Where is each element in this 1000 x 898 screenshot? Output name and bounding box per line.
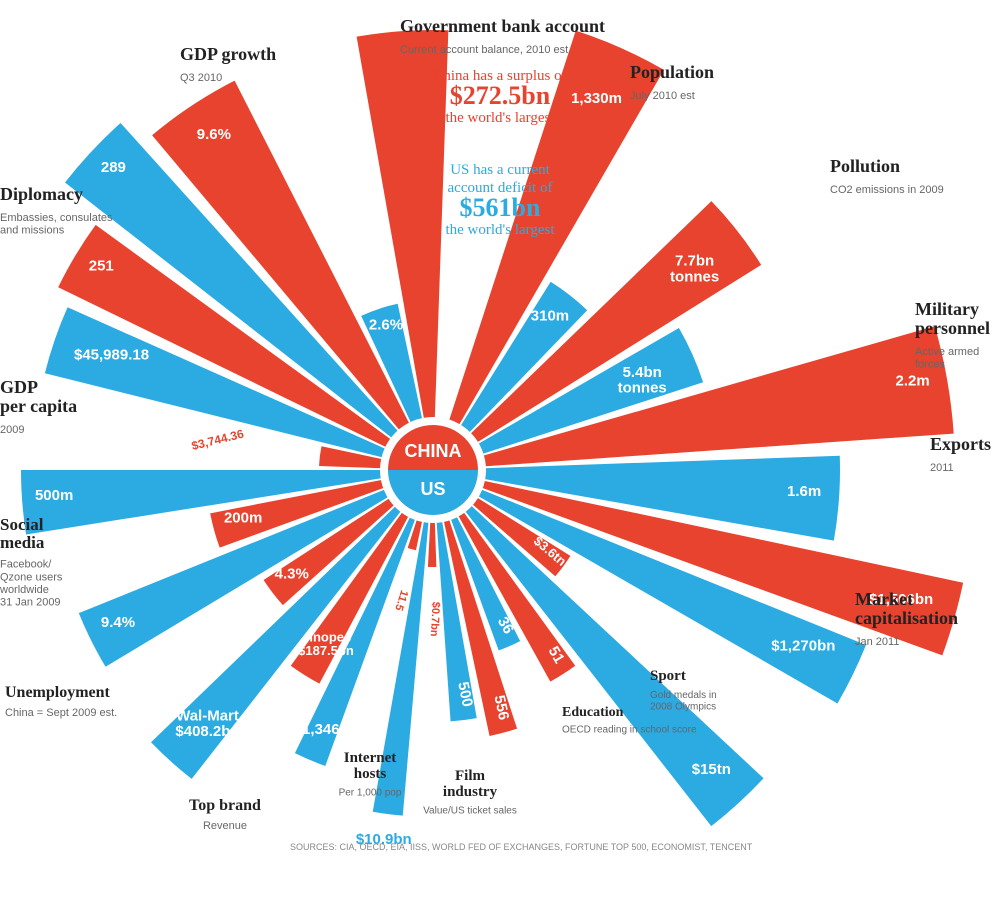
extra-gov_bank-2: the world's largest <box>445 110 555 126</box>
label-us-military: 1.6m <box>787 483 821 500</box>
title-gdp_growth: GDP growth <box>180 44 276 64</box>
label-us-internet: 1,346 <box>302 721 340 738</box>
label-us-diplomacy: 289 <box>101 159 126 176</box>
subtitle-film: Value/US ticket sales <box>423 806 517 817</box>
label-us-pollution: 5.4bntonnes <box>618 364 667 397</box>
title-topbrand: Top brand <box>189 797 261 814</box>
title-exports: Exports <box>930 434 991 454</box>
subtitle-sport: Gold medals in2008 Olympics <box>650 690 717 713</box>
label-china-diplomacy: 251 <box>89 258 114 275</box>
extra-gov_bank-3: US has a current <box>450 162 550 178</box>
label-china-film: $0.7bn <box>428 601 442 637</box>
subtitle-marketcap: Jan 2011 <box>855 636 899 648</box>
subtitle-exports: 2011 <box>930 462 954 474</box>
title-unemployment: Unemployment <box>5 684 111 701</box>
title-population: Population <box>630 62 714 82</box>
label-us-gdp_pc: $45,989.18 <box>74 346 149 363</box>
label-china-military: 2.2m <box>895 372 929 389</box>
subtitle-gdp_pc: 2009 <box>0 424 24 436</box>
label-china-internet: 11.5 <box>392 589 410 613</box>
title-education: Education <box>562 705 624 720</box>
title-gov_bank: Government bank account <box>400 16 605 36</box>
subtitle-gdp_growth: Q3 2010 <box>180 72 222 84</box>
label-us-exports: $1,270bn <box>771 638 835 655</box>
center-disc: CHINA US <box>380 417 486 523</box>
label-china-gdp_growth: 9.6% <box>197 126 231 143</box>
label-us-unemployment: 9.4% <box>101 614 135 631</box>
label-us-topbrand: Wal-Mart$408.2bn <box>175 707 239 740</box>
wedges: 1,330m 310m 7.7bntonnes 5.4bntonnes 2.2m 1.6m… <box>21 30 963 848</box>
subtitle-internet: Per 1,000 pop <box>339 788 402 799</box>
label-us-social: 500m <box>35 487 73 504</box>
subtitle-education: OECD reading in school score <box>562 725 697 736</box>
subtitle-pollution: CO2 emissions in 2009 <box>830 184 944 196</box>
label-us-gdp_growth: 2.6% <box>369 317 403 334</box>
extra-gov_bank-6: the world's largest <box>445 222 555 238</box>
label-china-gdp_pc: $3,744.36 <box>190 426 246 453</box>
subtitle-population: July 2010 est <box>630 90 695 102</box>
center-label-china: CHINA <box>405 441 462 461</box>
label-us-marketcap: $15tn <box>692 761 731 778</box>
us-china-radial-chart: 1,330m 310m 7.7bntonnes 5.4bntonnes 2.2m 1.6m… <box>0 0 1000 898</box>
extra-gov_bank-5: $561bn <box>460 193 541 222</box>
label-china-social: 200m <box>224 510 262 527</box>
sources-line: SOURCES: CIA, OECD, EIA, IISS, WORLD FED… <box>290 842 753 852</box>
title-film: Filmindustry <box>443 768 498 800</box>
label-us-population: 310m <box>531 307 569 324</box>
subtitle-topbrand: Revenue <box>203 820 247 832</box>
title-social: Socialmedia <box>0 515 45 552</box>
extra-gov_bank-1: $272.5bn <box>450 81 551 110</box>
label-china-population: 1,330m <box>571 90 622 107</box>
title-sport: Sport <box>650 668 686 684</box>
subtitle-gov_bank: Current account balance, 2010 est. <box>400 44 571 56</box>
title-diplomacy: Diplomacy <box>0 184 83 204</box>
title-pollution: Pollution <box>830 156 900 176</box>
center-label-us: US <box>420 479 445 499</box>
subtitle-social: Facebook/Qzone usersworldwide31 Jan 2009 <box>0 559 63 609</box>
label-china-pollution: 7.7bntonnes <box>670 253 719 286</box>
title-gdp_pc: GDPper capita <box>0 377 77 416</box>
label-china-topbrand: Sinopec$187.5bn <box>298 629 354 658</box>
subtitle-unemployment: China = Sept 2009 est. <box>5 707 117 719</box>
title-military: Militarypersonnel <box>915 299 990 338</box>
label-china-unemployment: 4.3% <box>275 565 309 582</box>
subtitle-military: Active armedforces <box>915 346 979 371</box>
